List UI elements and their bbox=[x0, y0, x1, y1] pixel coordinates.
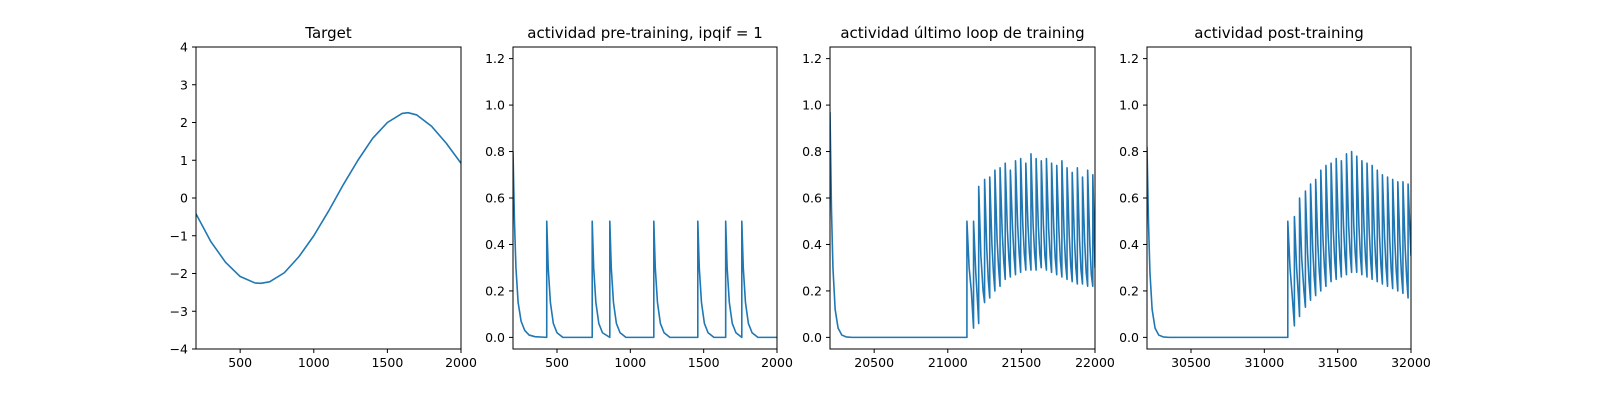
y-tick-label-2-4: 0.6 bbox=[485, 191, 505, 206]
series-line-3-1 bbox=[830, 112, 1095, 339]
y-tick-label-1-4: −1 bbox=[170, 228, 188, 243]
y-tick-label-3-4: 0.6 bbox=[802, 191, 822, 206]
y-tick-label-3-2: 0.2 bbox=[802, 283, 822, 298]
x-tick-label-3-1: 20500 bbox=[854, 355, 894, 370]
x-tick-label-4-4: 32000 bbox=[1391, 355, 1431, 370]
y-tick-label-3-7: 1.2 bbox=[802, 51, 822, 66]
y-tick-label-2-1: 0.0 bbox=[485, 330, 505, 345]
y-tick-label-3-6: 1.0 bbox=[802, 98, 822, 113]
axes-frame-3 bbox=[829, 46, 1096, 350]
axes-frame-1 bbox=[195, 46, 462, 350]
x-tick-label-1-4: 2000 bbox=[445, 355, 477, 370]
x-tick-label-4-3: 31500 bbox=[1318, 355, 1358, 370]
y-tick-label-2-7: 1.2 bbox=[485, 51, 505, 66]
x-tick-label-3-4: 22000 bbox=[1075, 355, 1115, 370]
y-tick-label-3-1: 0.0 bbox=[802, 330, 822, 345]
y-tick-label-2-3: 0.4 bbox=[485, 237, 505, 252]
y-tick-label-2-2: 0.2 bbox=[485, 283, 505, 298]
x-tick-label-3-2: 21000 bbox=[928, 355, 968, 370]
y-tick-label-1-8: 3 bbox=[180, 77, 188, 92]
y-tick-label-1-9: 4 bbox=[180, 40, 188, 55]
x-tick-label-4-2: 31000 bbox=[1244, 355, 1284, 370]
series-line-4-1 bbox=[1147, 146, 1411, 339]
chart-title-1: Target bbox=[304, 24, 352, 42]
y-tick-label-4-2: 0.2 bbox=[1119, 283, 1139, 298]
y-tick-label-1-7: 2 bbox=[180, 115, 188, 130]
y-tick-label-4-7: 1.2 bbox=[1119, 51, 1139, 66]
chart-title-3: actividad último loop de training bbox=[840, 24, 1084, 42]
y-tick-label-1-1: −4 bbox=[170, 342, 188, 357]
y-tick-label-1-5: 0 bbox=[180, 191, 188, 206]
y-tick-label-4-4: 0.6 bbox=[1119, 191, 1139, 206]
x-tick-label-4-1: 30500 bbox=[1171, 355, 1211, 370]
y-tick-label-4-1: 0.0 bbox=[1119, 330, 1139, 345]
y-tick-label-1-6: 1 bbox=[180, 153, 188, 168]
x-tick-label-3-3: 21500 bbox=[1002, 355, 1042, 370]
series-line-1-1 bbox=[196, 111, 461, 285]
series-line-2-1 bbox=[513, 151, 777, 339]
y-tick-label-1-3: −2 bbox=[170, 266, 188, 281]
chart-title-4: actividad post-training bbox=[1194, 24, 1363, 42]
x-tick-label-2-2: 1000 bbox=[614, 355, 646, 370]
y-tick-label-2-5: 0.8 bbox=[485, 144, 505, 159]
y-tick-label-3-5: 0.8 bbox=[802, 144, 822, 159]
y-tick-label-4-3: 0.4 bbox=[1119, 237, 1139, 252]
x-tick-label-2-1: 500 bbox=[545, 355, 569, 370]
y-tick-label-3-3: 0.4 bbox=[802, 237, 822, 252]
y-tick-label-4-6: 1.0 bbox=[1119, 98, 1139, 113]
chart-title-2: actividad pre-training, ipqif = 1 bbox=[527, 24, 763, 42]
y-tick-label-2-6: 1.0 bbox=[485, 98, 505, 113]
x-tick-label-2-3: 1500 bbox=[688, 355, 720, 370]
x-tick-label-1-2: 1000 bbox=[298, 355, 330, 370]
y-tick-label-4-5: 0.8 bbox=[1119, 144, 1139, 159]
y-tick-label-1-2: −3 bbox=[170, 304, 188, 319]
x-tick-label-1-3: 1500 bbox=[371, 355, 403, 370]
x-tick-label-1-1: 500 bbox=[228, 355, 252, 370]
axes-frame-2 bbox=[512, 46, 778, 350]
x-tick-label-2-4: 2000 bbox=[761, 355, 793, 370]
